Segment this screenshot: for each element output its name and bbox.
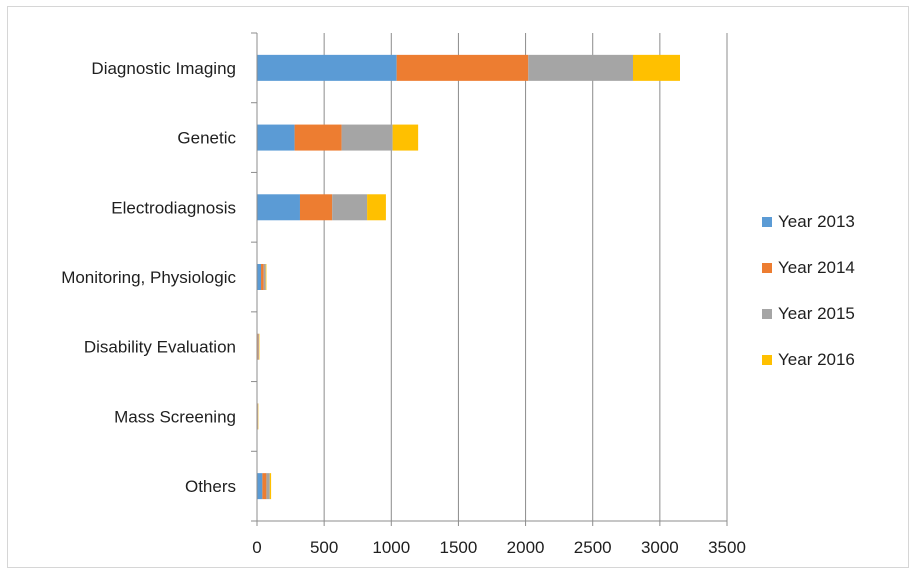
bar-segment (258, 333, 260, 360)
bar-segment (266, 473, 270, 500)
bar-segment (294, 124, 342, 151)
legend: Year 2013 Year 2014 Year 2015 Year 2016 (762, 212, 855, 369)
category-label: Electrodiagnosis (111, 198, 236, 217)
legend-swatch (762, 309, 772, 319)
bar-segment (257, 333, 259, 360)
axis-labels: 0 500 1000 1500 2000 2500 3000 3500 Diagnostic I… (61, 59, 746, 557)
legend-swatch (762, 217, 772, 227)
bar-segment (265, 264, 267, 290)
x-tick-label: 1500 (440, 538, 478, 557)
category-label: Monitoring, Physiologic (61, 268, 236, 287)
bar-segment (257, 473, 263, 500)
bar-segment (633, 54, 680, 81)
category-label: Disability Evaluation (84, 338, 236, 357)
bar-segment (261, 264, 264, 290)
bar-segment (269, 473, 272, 500)
category-label: Diagnostic Imaging (91, 59, 236, 78)
x-tick-label: 500 (310, 538, 338, 557)
bar-segment (332, 194, 368, 221)
legend-swatch (762, 355, 772, 365)
bar-segment (262, 473, 267, 500)
x-tick-label: 2000 (507, 538, 545, 557)
x-tick-label: 0 (252, 538, 261, 557)
x-tick-label: 2500 (574, 538, 612, 557)
bar-segment (367, 194, 386, 221)
legend-label: Year 2016 (778, 350, 855, 369)
gridlines (323, 33, 728, 521)
x-tick-label: 3000 (641, 538, 679, 557)
bars (257, 54, 680, 500)
category-label: Mass Screening (114, 407, 236, 426)
bar-segment (396, 54, 529, 81)
legend-label: Year 2015 (778, 304, 855, 323)
bar-segment (392, 124, 419, 151)
bar-segment (257, 264, 262, 290)
bar-segment (528, 54, 633, 81)
axes (251, 32, 728, 526)
category-label: Others (185, 477, 236, 496)
legend-swatch (762, 263, 772, 273)
bar-segment (257, 54, 397, 81)
bar-segment (263, 264, 266, 290)
bar-segment (299, 194, 333, 221)
bar-segment (257, 194, 300, 221)
bar-segment (341, 124, 393, 151)
x-tick-label: 3500 (708, 538, 746, 557)
legend-label: Year 2013 (778, 212, 855, 231)
legend-label: Year 2014 (778, 258, 855, 277)
bar-segment (257, 124, 295, 151)
category-label: Genetic (177, 129, 236, 148)
x-tick-label: 1000 (372, 538, 410, 557)
